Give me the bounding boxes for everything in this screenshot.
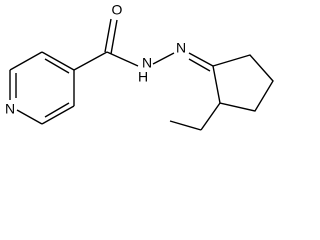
atom-label: H	[138, 69, 148, 85]
atom-label: N	[142, 55, 152, 71]
atom-label: N	[5, 101, 15, 117]
bonds	[9, 18, 274, 131]
atom-label: N	[176, 40, 186, 56]
structure: O N H N N	[5, 2, 274, 131]
atom-label: O	[112, 2, 123, 18]
